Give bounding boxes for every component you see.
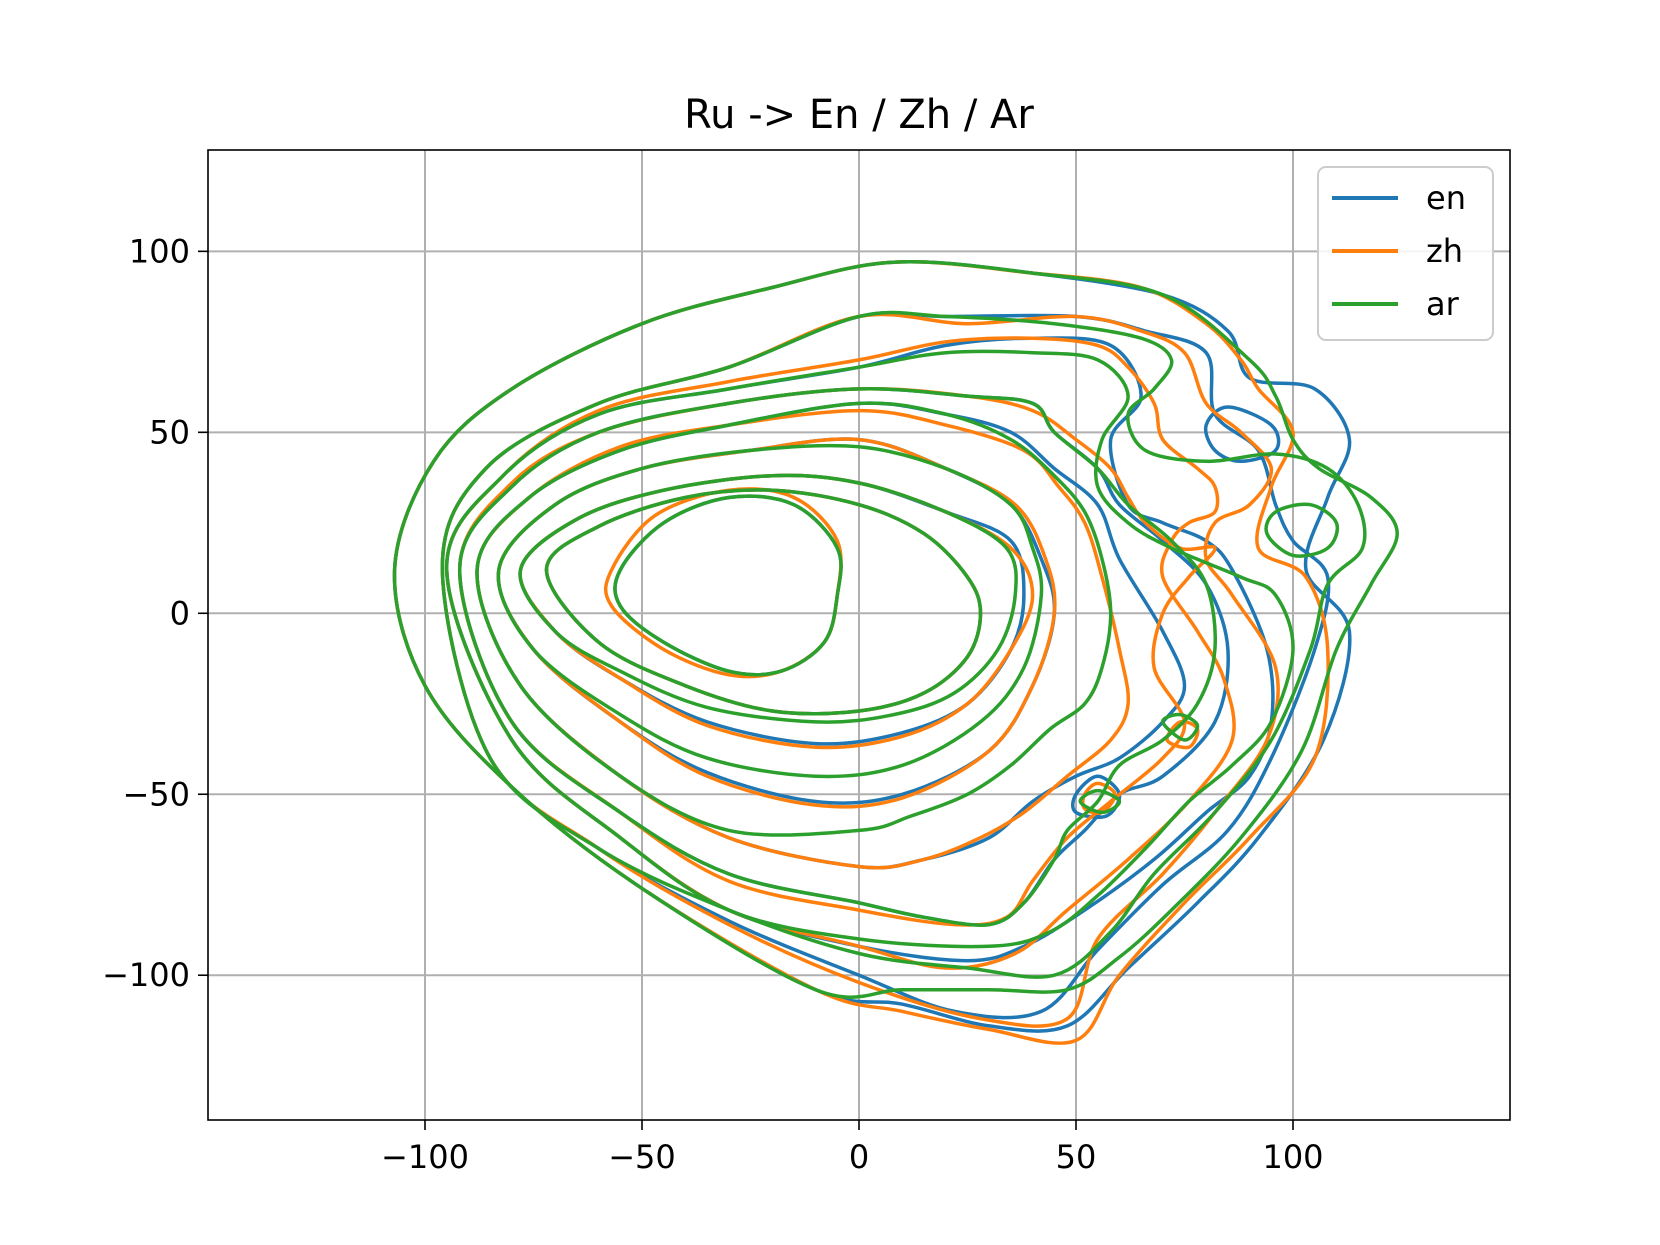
contour-line-ar — [392, 260, 1399, 999]
contour-line-ar — [444, 349, 1295, 949]
y-tick-label: 100 — [129, 232, 190, 270]
contour-line-ar — [1078, 788, 1122, 815]
x-tick-label: −50 — [608, 1138, 676, 1176]
x-axis: −100 −50 0 50 100 — [381, 1120, 1324, 1176]
contour-line-zh — [1081, 781, 1117, 816]
y-tick-label: −50 — [122, 775, 190, 813]
contour-plot-area — [392, 260, 1399, 1045]
contour-line-ar — [613, 494, 843, 677]
contour-line-ar — [457, 386, 1217, 927]
chart-title: Ru -> En / Zh / Ar — [684, 92, 1034, 138]
contour-line-ar — [544, 488, 983, 716]
y-tick-label: −100 — [102, 956, 190, 994]
y-tick-label: 50 — [149, 413, 190, 451]
y-axis: −100 −50 0 50 100 — [102, 232, 208, 994]
x-tick-label: −100 — [381, 1138, 469, 1176]
legend-label-zh: zh — [1426, 232, 1463, 270]
y-tick-label: 0 — [170, 594, 190, 632]
contour-line-ar — [496, 443, 1044, 779]
contour-line-en — [1203, 405, 1281, 464]
legend-label-ar: ar — [1426, 285, 1460, 323]
contour-line-ar — [475, 401, 1113, 837]
legend: en zh ar — [1317, 166, 1494, 341]
contour-line-ar — [440, 310, 1367, 979]
contour-line-ar — [1161, 712, 1200, 742]
x-tick-label: 0 — [849, 1138, 869, 1176]
series-ar — [392, 260, 1399, 999]
legend-label-en: en — [1426, 179, 1466, 217]
x-tick-label: 50 — [1056, 1138, 1097, 1176]
x-tick-label: 100 — [1262, 1138, 1323, 1176]
contour-line-ar — [1264, 502, 1340, 558]
contour-line-ar — [518, 473, 1018, 724]
legend-box — [1317, 166, 1494, 341]
